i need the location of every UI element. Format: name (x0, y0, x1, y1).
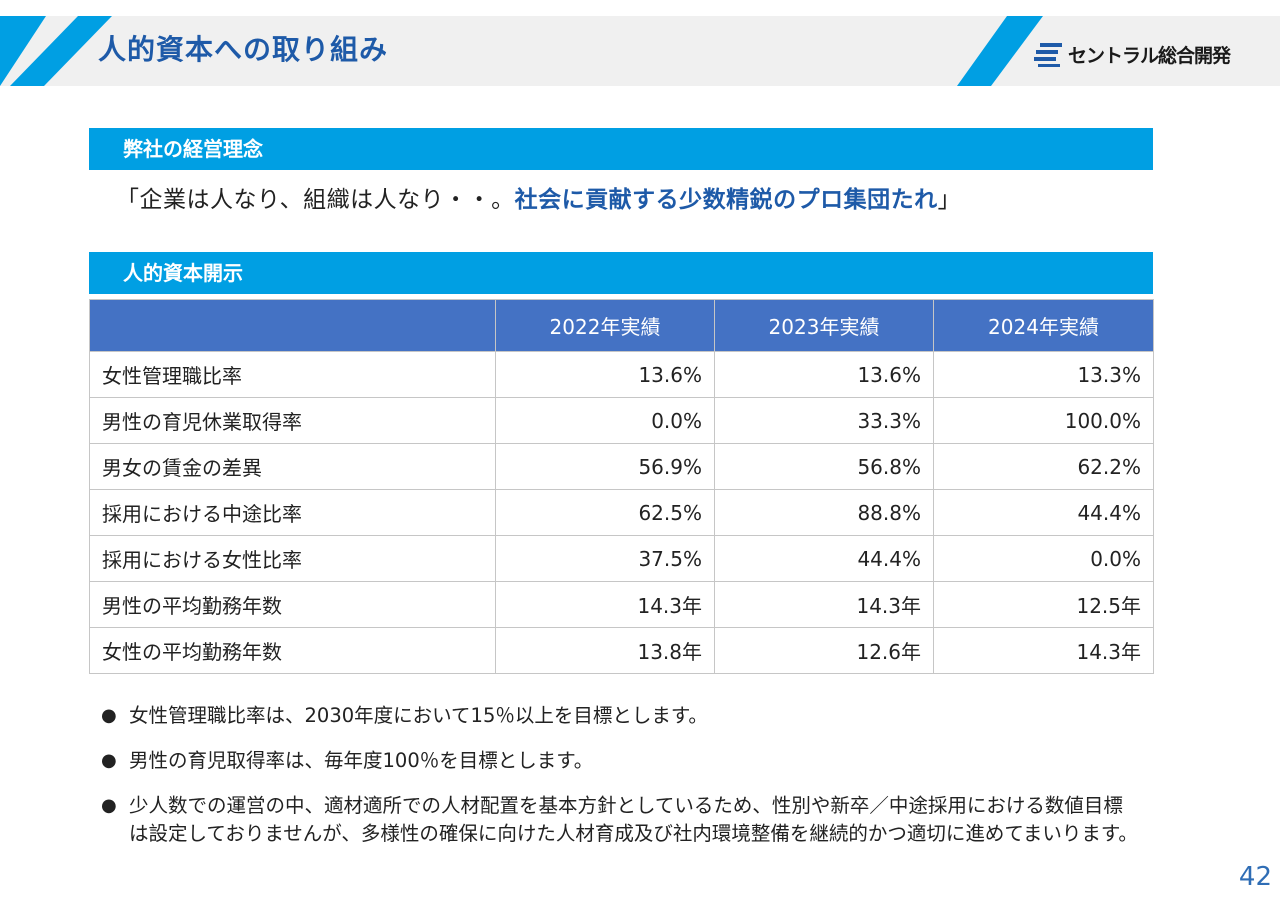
cell-value: 13.6% (714, 351, 934, 398)
note-text: 女性管理職比率は、2030年度において15％以上を目標とします。 (129, 704, 708, 727)
cell-value: 33.3% (714, 397, 934, 444)
philosophy-open-quote: 「 (116, 187, 140, 213)
list-item: ● 男性の育児取得率は、毎年度100％を目標とします。 (101, 747, 1141, 775)
cell-value: 62.2% (933, 443, 1154, 490)
table-header-row: 2022年実績 2023年実績 2024年実績 (89, 299, 1154, 352)
cell-value: 13.3% (933, 351, 1154, 398)
cell-value: 44.4% (933, 489, 1154, 536)
company-logo: セントラル総合開発 (1030, 36, 1231, 72)
row-label: 採用における女性比率 (89, 535, 496, 582)
bullet-icon: ● (101, 795, 117, 816)
philosophy-close-quote: 」 (937, 187, 962, 213)
row-label: 男性の育児休業取得率 (89, 397, 496, 444)
header-band (0, 16, 1280, 86)
row-label: 男女の賃金の差異 (89, 443, 496, 490)
page-title: 人的資本への取り組み (98, 33, 389, 66)
cell-value: 88.8% (714, 489, 934, 536)
cell-value: 56.9% (495, 443, 715, 490)
bullet-icon: ● (101, 705, 117, 726)
philosophy-emphasis: 社会に貢献する少数精鋭のプロ集団たれ (514, 187, 938, 213)
row-label: 採用における中途比率 (89, 489, 496, 536)
row-label: 女性管理職比率 (89, 351, 496, 398)
notes-list: ● 女性管理職比率は、2030年度において15％以上を目標とします。 ● 男性の… (101, 702, 1141, 848)
bullet-icon: ● (101, 750, 117, 771)
column-header-2023: 2023年実績 (714, 299, 934, 352)
note-text: 男性の育児取得率は、毎年度100％を目標とします。 (129, 749, 594, 772)
list-item: ● 少人数での運営の中、適材適所での人材配置を基本方針としているため、性別や新卒… (101, 792, 1141, 848)
column-header-2022: 2022年実績 (495, 299, 715, 352)
cell-value: 13.6% (495, 351, 715, 398)
table-row: 女性管理職比率 13.6% 13.6% 13.3% (89, 351, 1154, 398)
logo-mark-icon (1034, 43, 1062, 67)
cell-value: 14.3年 (933, 627, 1154, 674)
note-text: 少人数での運営の中、適材適所での人材配置を基本方針としているため、性別や新卒／中… (129, 794, 1138, 845)
header-stripes-right (957, 16, 1043, 86)
row-label: 女性の平均勤務年数 (89, 627, 496, 674)
disclosure-heading: 人的資本開示 (89, 252, 1153, 294)
page-number: 42 (1238, 862, 1272, 892)
table-row: 男性の育児休業取得率 0.0% 33.3% 100.0% (89, 397, 1154, 444)
cell-value: 14.3年 (495, 581, 715, 628)
cell-value: 0.0% (495, 397, 715, 444)
cell-value: 56.8% (714, 443, 934, 490)
human-capital-table: 2022年実績 2023年実績 2024年実績 女性管理職比率 13.6% 13… (89, 299, 1154, 674)
list-item: ● 女性管理職比率は、2030年度において15％以上を目標とします。 (101, 702, 1141, 730)
logo-text: セントラル総合開発 (1068, 44, 1231, 67)
table-row: 女性の平均勤務年数 13.8年 12.6年 14.3年 (89, 627, 1154, 674)
column-header-2024: 2024年実績 (933, 299, 1154, 352)
table-row: 男女の賃金の差異 56.9% 56.8% 62.2% (89, 443, 1154, 490)
cell-value: 100.0% (933, 397, 1154, 444)
table-row: 男性の平均勤務年数 14.3年 14.3年 12.5年 (89, 581, 1154, 628)
column-header (89, 299, 496, 352)
cell-value: 12.6年 (714, 627, 934, 674)
cell-value: 12.5年 (933, 581, 1154, 628)
cell-value: 14.3年 (714, 581, 934, 628)
cell-value: 0.0% (933, 535, 1154, 582)
table-row: 採用における女性比率 37.5% 44.4% 0.0% (89, 535, 1154, 582)
philosophy-heading: 弊社の経営理念 (89, 128, 1153, 170)
header-stripes-left (0, 16, 112, 86)
cell-value: 44.4% (714, 535, 934, 582)
philosophy-plain: 企業は人なり、組織は人なり・・。 (139, 187, 515, 213)
cell-value: 62.5% (495, 489, 715, 536)
row-label: 男性の平均勤務年数 (89, 581, 496, 628)
cell-value: 37.5% (495, 535, 715, 582)
philosophy-statement: 「企業は人なり、組織は人なり・・。社会に貢献する少数精鋭のプロ集団たれ」 (116, 180, 961, 220)
cell-value: 13.8年 (495, 627, 715, 674)
table-row: 採用における中途比率 62.5% 88.8% 44.4% (89, 489, 1154, 536)
